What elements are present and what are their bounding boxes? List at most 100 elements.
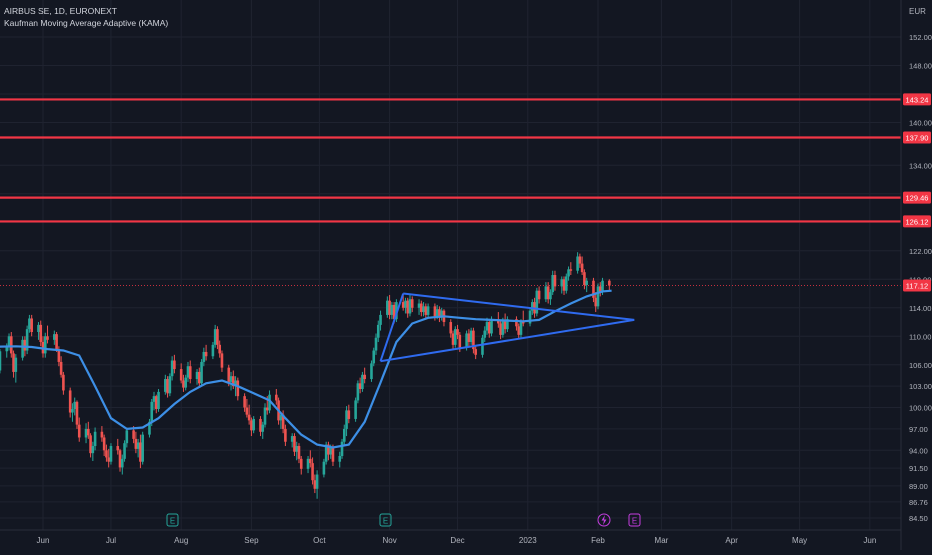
candle-body [517,326,521,335]
candle-body [5,346,9,352]
price-tick-label: 100.00 [909,404,932,413]
candle-body [354,400,357,419]
candle-body [37,324,40,333]
candle-body [275,394,278,401]
candle-body [551,275,554,293]
candle-body [73,401,77,409]
candle-body [28,318,31,330]
candle-body [164,379,167,392]
candle-body [136,442,140,449]
candle-body [417,303,421,308]
candle-body [290,436,294,442]
candle-body [490,319,493,334]
candle-body [331,447,335,462]
candle-body [170,360,174,377]
candle-body [449,322,453,334]
price-tag-background [903,279,931,292]
candle-body [216,329,219,345]
candle-body [123,443,126,459]
candle-body [327,444,330,455]
candle-body [528,310,532,324]
candle-body [166,379,169,394]
candle-body [408,299,412,314]
trendline-flag-lower[interactable] [380,318,635,363]
earnings-marker[interactable]: E [166,513,179,527]
candle-body [315,474,319,489]
candle-body [531,302,534,311]
time-tick-label: Dec [450,536,464,545]
candle-body [345,410,348,429]
candle-body [55,334,58,350]
event-markers[interactable]: E E E [166,513,641,527]
candle-body [279,414,283,421]
candle-body [118,450,122,468]
candle-body [243,396,246,408]
horizontal-levels[interactable] [0,98,901,287]
candle-body [342,428,346,442]
candle-body [261,424,265,432]
candle-body [198,371,201,384]
flag-trendlines[interactable] [379,292,635,363]
earnings-marker-upcoming[interactable]: E [628,513,641,527]
price-tick-label: 94.00 [909,446,928,455]
candle-body [263,407,267,425]
candle-body [213,329,217,345]
candle-body [549,292,552,300]
earnings-marker[interactable]: E [379,513,392,527]
candle-body [120,458,124,468]
symbol-title[interactable]: AIRBUS SE, 1D, EURONEXT [4,6,117,16]
price-tag-background [903,93,931,106]
candle-body [433,306,437,317]
dividend-marker[interactable] [597,513,611,527]
candle-body [77,424,81,438]
trendline-flag-upper[interactable] [403,292,635,321]
candle-body [564,276,568,291]
candle-body [309,458,312,464]
candle-body [424,306,428,315]
time-tick-label: Mar [655,536,669,545]
candle-body [105,450,108,458]
candle-body [250,420,253,431]
candle-body [456,329,459,335]
price-axis[interactable]: EUR 152.00148.00140.00134.00122.00118.00… [900,0,932,550]
candle-body [93,431,97,447]
candle-body [401,302,405,308]
candle-body [361,374,364,390]
candle-body [358,383,362,390]
price-tick-label: 152.00 [909,33,932,42]
time-tick-label: Aug [174,536,188,545]
candle-body [139,442,142,462]
candle-body [562,279,566,291]
candle-body [107,457,110,462]
indicator-title[interactable]: Kaufman Moving Average Adaptive (KAMA) [4,18,169,28]
candle-body [14,357,18,372]
candle-body [487,322,491,334]
time-tick-label: May [792,536,807,545]
candle-body [578,256,582,264]
earnings-marker-icon: E [383,517,388,526]
candle-body [458,334,462,348]
candle-body [89,435,92,454]
candle-body [501,320,505,335]
candle-body [30,318,33,333]
time-tick-label: Oct [313,536,326,545]
candle-body [231,376,235,387]
time-tick-label: Jun [863,536,876,545]
candle-body [218,344,221,354]
candle-body [220,353,224,368]
candle-body [75,401,79,425]
candle-body [132,430,135,439]
price-tick-label: 103.00 [909,382,932,391]
candle-body [569,269,573,271]
candle-body [503,320,507,330]
trendline-flag-pole[interactable] [379,293,405,362]
candle-body [329,447,332,455]
candle-body [84,428,88,438]
candle-body [376,324,380,338]
candle-body [23,339,27,351]
candle-body [467,333,471,342]
time-axis[interactable]: Jun Jul Aug Sep Oct Nov Dec 2023 Feb Mar Apr May Jun [0,529,901,545]
price-tags: 143.24 137.90 129.46 126.12 117.12 [903,93,931,292]
